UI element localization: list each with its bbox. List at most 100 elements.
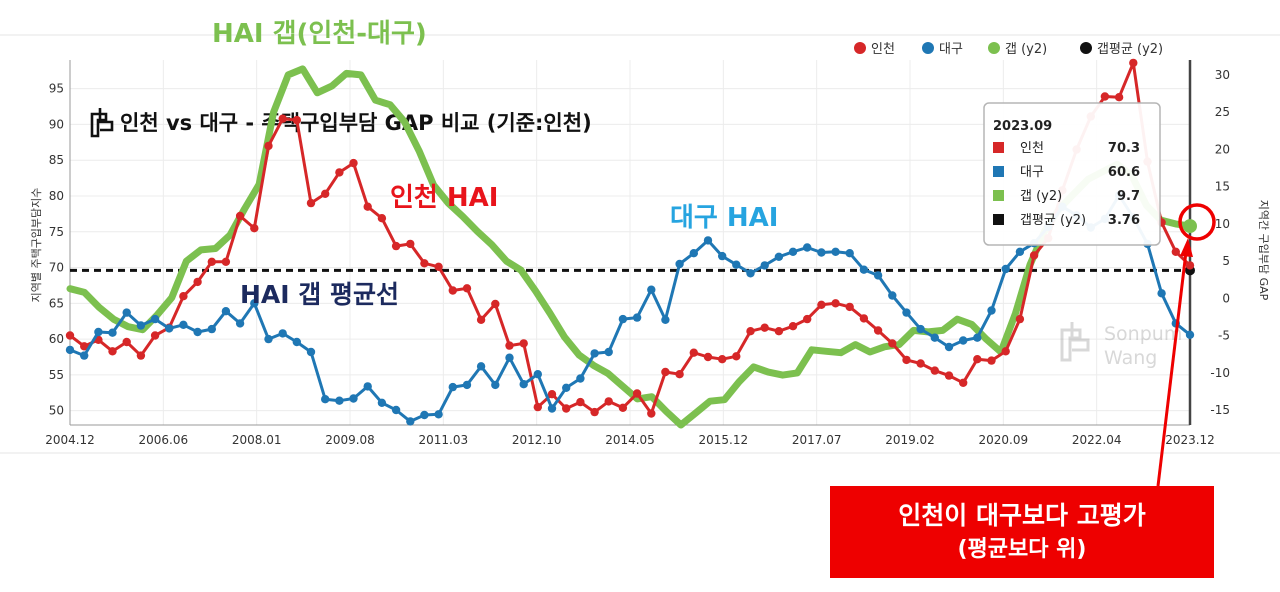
series-daegu-point bbox=[1015, 247, 1025, 256]
series-daegu-point bbox=[547, 404, 557, 413]
series-daegu-point bbox=[349, 394, 358, 403]
series-daegu-line bbox=[69, 193, 1191, 423]
y2-tick-label: 10 bbox=[1215, 217, 1230, 231]
series-daegu-point bbox=[576, 374, 585, 383]
y-tick-label: 85 bbox=[49, 153, 64, 167]
series-daegu-point bbox=[207, 324, 216, 334]
series-daegu-point bbox=[618, 314, 628, 324]
series-incheon-point bbox=[746, 327, 755, 336]
series-daegu-point bbox=[335, 396, 344, 405]
series-incheon-point bbox=[803, 314, 812, 324]
series-incheon-point bbox=[491, 299, 500, 309]
y2-tick-label: 30 bbox=[1215, 68, 1230, 82]
series-incheon-point bbox=[718, 355, 727, 364]
watermark-line-2: Wang bbox=[1104, 347, 1157, 369]
tooltip-row-label: 갭평균 (y2) bbox=[1020, 213, 1086, 228]
series-daegu-point bbox=[363, 382, 372, 391]
y2-tick-label: 5 bbox=[1222, 254, 1230, 268]
chart-title-group: 인천 vs 대구 - 주택구입부담 GAP 비교 (기준:인천) bbox=[90, 108, 592, 138]
series-incheon-point bbox=[264, 141, 273, 151]
tooltip-period: 2023.09 bbox=[993, 119, 1052, 134]
tooltip-swatch bbox=[993, 166, 1004, 177]
series-incheon-point bbox=[732, 352, 741, 361]
series-daegu-point bbox=[944, 342, 954, 352]
callout-arrow bbox=[1156, 251, 1188, 487]
series-incheon-point bbox=[65, 331, 75, 340]
series-incheon-point bbox=[1129, 58, 1138, 68]
series-daegu-point bbox=[689, 249, 698, 258]
legend-label: 갭평균 (y2) bbox=[1097, 42, 1163, 57]
series-daegu-point bbox=[65, 345, 75, 355]
y2-tick-label: -10 bbox=[1210, 366, 1230, 380]
series-incheon-point bbox=[363, 202, 372, 211]
series-incheon-point bbox=[1114, 93, 1124, 102]
callout-box: 인천이 대구보다 고평가 (평균보다 위) bbox=[830, 486, 1214, 578]
series-daegu-point bbox=[916, 324, 925, 334]
legend-marker bbox=[922, 42, 934, 54]
x-tick-label: 2019.02 bbox=[885, 433, 935, 447]
series-daegu-point bbox=[136, 321, 146, 330]
tooltip-swatch bbox=[993, 214, 1004, 225]
series-incheon-point bbox=[590, 407, 599, 417]
series-incheon-point bbox=[788, 322, 798, 331]
y2-tick-label: -15 bbox=[1210, 403, 1230, 417]
series-daegu-point bbox=[235, 319, 245, 328]
x-tick-label: 2009.08 bbox=[325, 433, 375, 447]
y2-axis-title: 지역간 구입부담 GAP bbox=[1257, 200, 1270, 301]
y-tick-label: 70 bbox=[49, 261, 64, 275]
y-tick-label: 50 bbox=[49, 404, 64, 418]
tooltip-row-label: 갭 (y2) bbox=[1020, 189, 1062, 204]
series-daegu-point bbox=[406, 417, 415, 426]
highlight-circle bbox=[1178, 203, 1216, 241]
series-daegu-point bbox=[831, 247, 840, 256]
series-daegu-point bbox=[590, 349, 599, 358]
x-tick-label: 2014.05 bbox=[605, 433, 655, 447]
series-incheon-point bbox=[973, 355, 982, 364]
x-tick-label: 2004.12 bbox=[45, 433, 95, 447]
series-incheon-point bbox=[250, 224, 259, 233]
series-daegu-point bbox=[434, 410, 443, 419]
series-incheon-point bbox=[760, 323, 769, 332]
series-incheon-point bbox=[278, 114, 287, 123]
tooltip-swatch bbox=[993, 142, 1004, 153]
y-tick-label: 65 bbox=[49, 296, 64, 310]
series-incheon-point bbox=[122, 337, 131, 347]
series-incheon-point bbox=[774, 327, 784, 336]
series-incheon-point bbox=[321, 189, 330, 198]
series-gap-line bbox=[66, 65, 1194, 429]
callout-arrow-head bbox=[1180, 238, 1193, 257]
series-daegu-point bbox=[80, 351, 89, 360]
axes: 2004.12 2006.06 2008.01 2009.08 2011.03 2012.… bbox=[30, 60, 1270, 447]
series-incheon-point bbox=[689, 348, 698, 357]
series-daegu-point bbox=[221, 307, 231, 316]
series-incheon-point bbox=[888, 339, 897, 348]
series-daegu-point bbox=[774, 252, 784, 261]
series-incheon-point bbox=[136, 351, 146, 360]
series-incheon-point bbox=[292, 115, 301, 125]
series-incheon-point bbox=[420, 259, 429, 268]
y-tick-label: 90 bbox=[49, 117, 64, 131]
series-daegu-point bbox=[604, 347, 613, 357]
y2-tick-label: 25 bbox=[1215, 105, 1230, 119]
series-incheon-point bbox=[873, 326, 883, 335]
series-daegu-point bbox=[462, 380, 472, 390]
series-incheon-point bbox=[817, 300, 826, 309]
tooltip-row-value: 60.6 bbox=[1108, 165, 1140, 180]
y-axis-title: 지역별 주택구입부담지수 bbox=[30, 188, 43, 303]
series-daegu-point bbox=[1157, 289, 1166, 298]
series-incheon-point bbox=[1001, 347, 1010, 356]
series-incheon-point bbox=[377, 214, 387, 223]
series-daegu-point bbox=[675, 259, 684, 269]
series-incheon-point bbox=[845, 302, 854, 312]
series-incheon-point bbox=[959, 378, 968, 387]
series-daegu-point bbox=[562, 383, 571, 392]
series-daegu-point bbox=[888, 291, 897, 300]
series-incheon-point bbox=[661, 367, 670, 377]
series-incheon-point bbox=[476, 315, 486, 324]
y2-tick-label: -5 bbox=[1218, 329, 1230, 343]
series-incheon-point bbox=[108, 347, 117, 356]
series-daegu-point bbox=[165, 324, 174, 333]
series-daegu-point bbox=[703, 236, 713, 245]
series-daegu-point bbox=[533, 370, 542, 379]
y-tick-label: 55 bbox=[49, 368, 64, 382]
